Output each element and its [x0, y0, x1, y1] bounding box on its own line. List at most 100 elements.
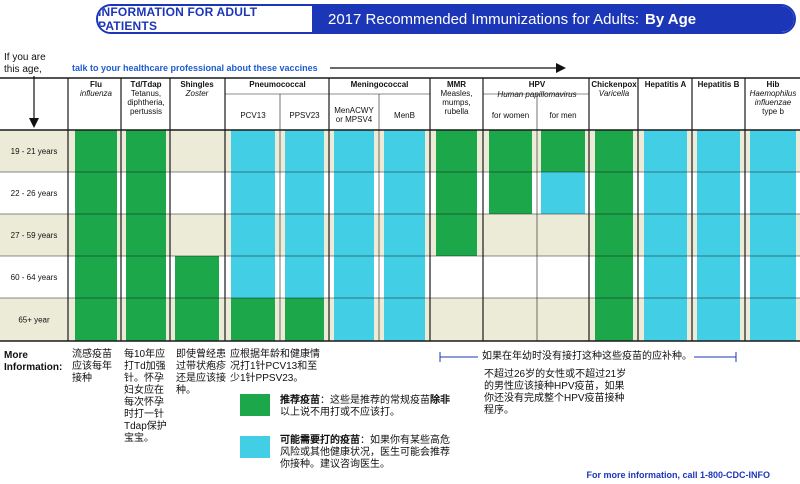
cell-empty-8-3 — [489, 256, 532, 298]
flu-note: 流感疫苗应该每年接种 — [72, 349, 112, 384]
cell-9-1 — [541, 172, 585, 214]
vaccine-sub-2-0: Zoster — [185, 89, 209, 98]
age-label-2: 27 - 59 years — [11, 231, 58, 240]
cell-12-2 — [697, 214, 740, 256]
cell-12-4 — [697, 298, 740, 341]
cell-12-1 — [697, 172, 740, 214]
subcol-name-3-0: PCV13 — [240, 111, 266, 120]
legend-recommended-bold-2: 除非 — [430, 395, 450, 406]
cell-empty-2-1 — [175, 172, 219, 214]
cell-6-2 — [384, 214, 425, 256]
vaccine-name-10: Hib — [767, 80, 780, 89]
legend-recommended-swatch — [240, 394, 270, 416]
cell-11-4 — [644, 298, 687, 341]
cell-4-3 — [285, 256, 324, 298]
cell-10-4 — [595, 298, 633, 341]
vaccine-name-8: Hepatitis A — [645, 80, 687, 89]
cell-13-2 — [750, 214, 796, 256]
more-label-line-1: More — [4, 350, 28, 361]
header-bg — [0, 78, 800, 130]
legend-risk-text: 可能需要打的疫苗：如果你有某些高危风险或其他健康状况，医生可能会推荐你接种。建议… — [280, 435, 450, 471]
cell-7-0 — [436, 130, 477, 172]
legend-recommended-desc-2: 以上说不用打或不应该打。 — [280, 407, 400, 418]
cell-3-1 — [231, 172, 275, 214]
cell-11-3 — [644, 256, 687, 298]
cell-3-3 — [231, 256, 275, 298]
age-arrow-head — [29, 118, 39, 128]
cell-10-3 — [595, 256, 633, 298]
cell-5-0 — [334, 130, 374, 172]
header-title-bold: By Age — [645, 10, 697, 28]
cell-13-4 — [750, 298, 796, 341]
cell-0-0 — [75, 130, 117, 172]
legend-recommended-text: 推荐疫苗：这些是推荐的常规疫苗除非以上说不用打或不应该打。 — [280, 395, 450, 419]
more-label-line-2: Information: — [4, 362, 63, 373]
cell-4-2 — [285, 214, 324, 256]
vaccine-sub-1-1: diphtheria, — [127, 98, 164, 107]
cell-3-0 — [231, 130, 275, 172]
if-age-line-1: If you are — [4, 52, 46, 63]
age-label-0: 19 - 21 years — [11, 147, 58, 156]
cell-11-2 — [644, 214, 687, 256]
vaccine-sub-6: Human papillomavirus — [497, 90, 576, 99]
cell-12-0 — [697, 130, 740, 172]
more-information-label: More Information: — [4, 350, 68, 374]
talk-label: talk to your healthcare professional abo… — [72, 63, 318, 73]
legend-recommended-bold: 推荐疫苗 — [280, 395, 320, 406]
header-left-label: INFORMATION FOR ADULT PATIENTS — [98, 6, 312, 32]
cell-3-2 — [231, 214, 275, 256]
pneumococcal-note: 应根据年龄和健康情况打1针PCV13和至少1针PPSV23。 — [230, 349, 320, 384]
vaccine-sub-10-1: influenzae — [755, 98, 792, 107]
cell-empty-9-3 — [541, 256, 585, 298]
legend-recommended-desc: ：这些是推荐的常规疫苗 — [320, 395, 430, 406]
cell-8-1 — [489, 172, 532, 214]
cell-empty-7-3 — [436, 256, 477, 298]
age-label-3: 60 - 64 years — [11, 273, 58, 282]
cell-11-0 — [644, 130, 687, 172]
if-age-label: If you are this age, — [4, 52, 64, 76]
cell-0-1 — [75, 172, 117, 214]
cell-0-3 — [75, 256, 117, 298]
cell-2-4 — [175, 298, 219, 341]
cell-7-2 — [436, 214, 477, 256]
cell-5-2 — [334, 214, 374, 256]
vaccine-name-2: Shingles — [180, 80, 214, 89]
cell-1-0 — [126, 130, 166, 172]
header-title-text: 2017 Recommended Immunizations for Adult… — [328, 10, 639, 28]
header-title: 2017 Recommended Immunizations for Adult… — [312, 6, 794, 32]
cell-1-2 — [126, 214, 166, 256]
cell-13-1 — [750, 172, 796, 214]
vaccine-sub-5-1: mumps, — [442, 98, 470, 107]
cell-12-3 — [697, 256, 740, 298]
catch-up-note: 如果在年幼时没有接打这种这些疫苗的应补种。 — [482, 351, 692, 362]
vaccine-sub-7-0: Varicella — [599, 89, 630, 98]
header-banner: INFORMATION FOR ADULT PATIENTS 2017 Reco… — [96, 4, 796, 34]
vaccine-arrow-head — [556, 63, 566, 73]
cell-4-1 — [285, 172, 324, 214]
cell-2-3 — [175, 256, 219, 298]
footer-info: For more information, call 1-800-CDC-INF… — [586, 470, 770, 480]
age-label-1: 22 - 26 years — [11, 189, 58, 198]
vaccine-sub-0-0: influenza — [80, 89, 113, 98]
cell-13-3 — [750, 256, 796, 298]
cell-7-1 — [436, 172, 477, 214]
hpv-note: 不超过26岁的女性或不超过21岁的男性应该接种HPV疫苗，如果你还没有完成整个H… — [484, 369, 627, 416]
cell-1-4 — [126, 298, 166, 341]
legend-risk-swatch — [240, 436, 270, 458]
vaccine-sub-5-0: Measles, — [440, 89, 472, 98]
subcol-name-6-0: for women — [492, 111, 529, 120]
vaccine-sub-5-2: rubella — [444, 107, 469, 116]
if-age-line-2: this age, — [4, 64, 42, 75]
vaccine-sub-10-0: Haemophilus — [750, 89, 797, 98]
vaccine-name-3: Pneumococcal — [249, 80, 305, 89]
vaccine-name-1: Td/Tdap — [130, 80, 161, 89]
cell-10-1 — [595, 172, 633, 214]
cell-5-1 — [334, 172, 374, 214]
subcol-name-4-1: MenB — [394, 111, 415, 120]
vaccine-name-7: Chickenpox — [591, 80, 637, 89]
vaccine-sub-1-2: pertussis — [130, 107, 162, 116]
cell-11-1 — [644, 172, 687, 214]
cell-1-1 — [126, 172, 166, 214]
cell-10-0 — [595, 130, 633, 172]
cell-6-0 — [384, 130, 425, 172]
